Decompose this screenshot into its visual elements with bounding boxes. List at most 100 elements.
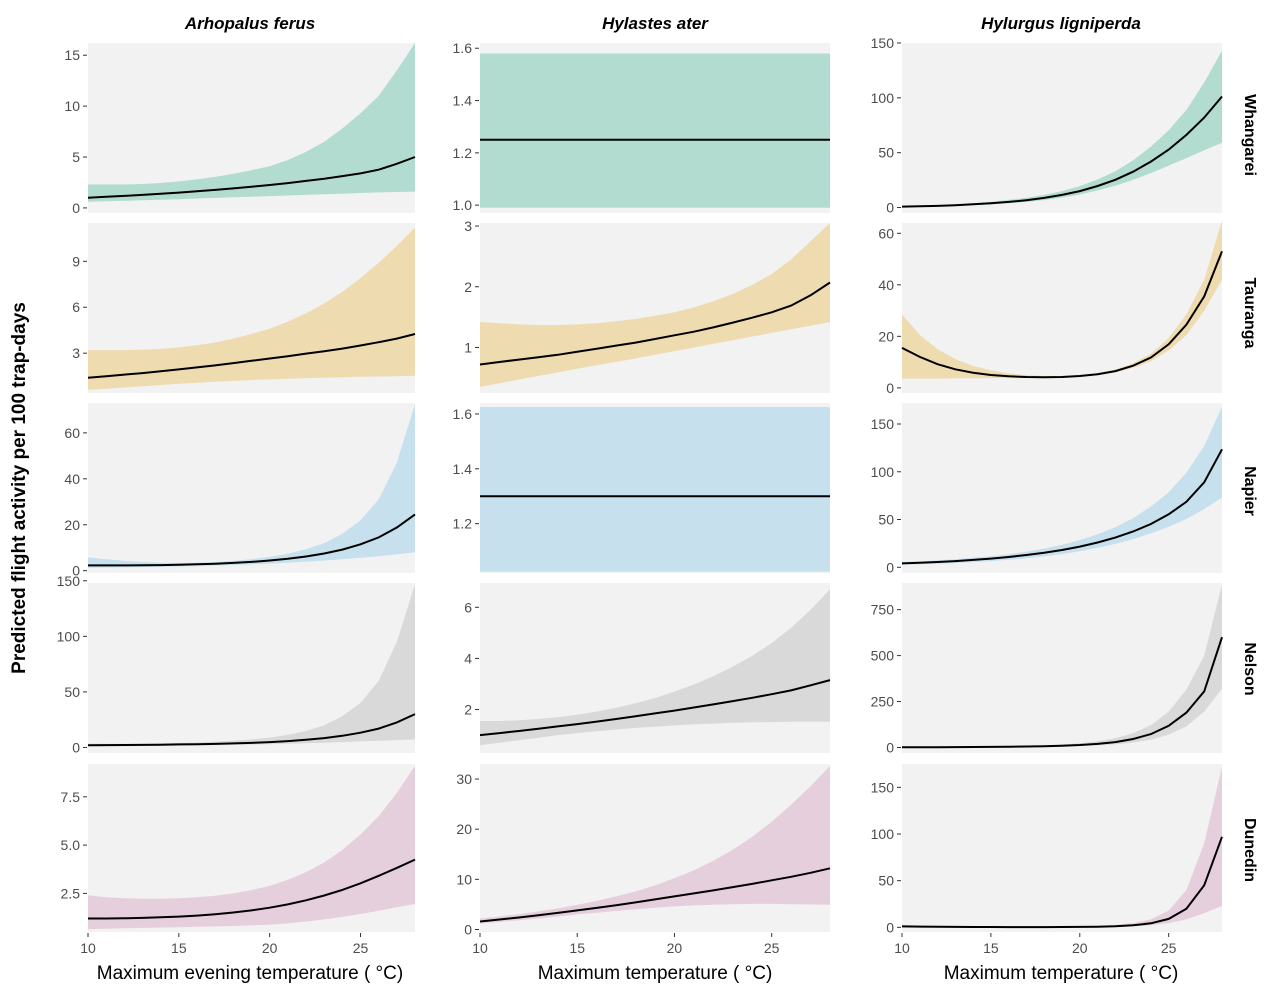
panel-5-2-x-tick-label-3: 25 <box>764 940 780 956</box>
panel-4-1: 0 50 100 150 <box>57 573 416 755</box>
column-title-2: Hylastes ater <box>602 14 709 33</box>
panel-2-1: 3 6 9 <box>72 223 416 393</box>
panel-2-2-y-tick-label-1: 2 <box>464 279 472 295</box>
panel-1-3-y-tick-label-3: 150 <box>871 35 895 51</box>
panel-2-2-ci-ribbon <box>480 223 830 387</box>
x-axis-title-2: Maximum temperature ( °C) <box>538 963 773 984</box>
panel-2-3-y-tick-label-2: 40 <box>878 277 894 293</box>
panel-3-1-fit-line <box>88 513 416 567</box>
row-label-3: Napier <box>1241 466 1258 516</box>
panel-5-2-x-tick-label-2: 20 <box>667 940 683 956</box>
x-axis-title-3: Maximum temperature ( °C) <box>944 963 1179 984</box>
panel-5-1-ci-ribbon <box>88 765 415 930</box>
panel-5-3-y-tick-label-1: 50 <box>878 873 894 889</box>
column-title-3: Hylurgus ligniperda <box>981 14 1141 33</box>
panel-3-3-y-tick-label-0: 0 <box>886 559 894 575</box>
panel-5-2-x-tick-label-1: 15 <box>569 940 585 956</box>
column-title-1: Arhopalus ferus <box>184 14 315 33</box>
panel-3-1-y-tick-label-1: 20 <box>64 517 80 533</box>
panel-2-3-fit-line <box>901 250 1223 379</box>
column-titles: Arhopalus ferus Hylastes ater Hylurgus l… <box>184 14 1141 33</box>
panel-4-1-y-tick-label-1: 50 <box>64 684 80 700</box>
panel-1-1-ci-ribbon <box>88 43 415 202</box>
panel-2-2-y-tick-label-0: 1 <box>464 339 472 355</box>
panel-1-1-y-tick-label-0: 0 <box>72 200 80 216</box>
panel-1-3-y-tick-label-0: 0 <box>886 200 894 216</box>
panel-3-3-y-tick-label-3: 150 <box>871 416 895 432</box>
panel-1-2-y-tick-label-1: 1.2 <box>453 145 473 161</box>
panel-5-1: 2.5 5.0 7.5 10 15 20 25 <box>61 764 416 956</box>
panel-1-3-y-tick-label-1: 50 <box>878 145 894 161</box>
panel-1-3-background <box>902 43 1222 213</box>
panel-3-3-ci-ribbon <box>902 406 1222 565</box>
row-label-4: Nelson <box>1241 642 1258 695</box>
panel-3-1-y-tick-label-2: 40 <box>64 471 80 487</box>
panel-3-2-y-tick-label-2: 1.6 <box>453 406 473 422</box>
panel-3-1-ci-ribbon <box>88 404 415 568</box>
panel-4-2: 2 4 6 <box>464 583 831 753</box>
panel-3-2-y-tick-label-0: 1.2 <box>453 516 473 532</box>
panel-5-2-ci-ribbon <box>480 766 830 924</box>
panel-1-3-y-tick-label-2: 100 <box>871 90 895 106</box>
panel-1-3-fit-line <box>901 95 1223 208</box>
panel-3-3: 0 50 100 150 <box>871 403 1223 575</box>
panel-5-3-y-tick-label-3: 150 <box>871 779 895 795</box>
panel-5-3-fit-line <box>901 836 1223 929</box>
panel-5-2-y-tick-label-3: 30 <box>456 771 472 787</box>
panel-4-3-y-tick-label-1: 250 <box>871 694 895 710</box>
row-label-5: Dunedin <box>1241 818 1258 882</box>
panel-2-3-y-tick-label-1: 20 <box>878 328 894 344</box>
panel-2-2-fit-line <box>479 281 831 366</box>
y-axis-title: Predicted flight activity per 100 trap-d… <box>9 302 30 674</box>
panel-3-2: 1.2 1.4 1.6 <box>453 403 830 573</box>
panel-3-3-fit-line <box>901 448 1223 565</box>
panel-5-3-y-tick-label-2: 100 <box>871 826 895 842</box>
panel-5-1-x-tick-label-1: 15 <box>171 940 187 956</box>
panel-4-3-y-tick-label-3: 750 <box>871 602 895 618</box>
panel-4-1-fit-line <box>87 713 416 747</box>
panel-5-1-x-tick-label-0: 10 <box>80 940 96 956</box>
row-label-2: Tauranga <box>1241 278 1258 349</box>
panel-1-1: 0 5 10 15 <box>64 43 416 216</box>
panels: 0510151.01.21.41.60501001503691230204060… <box>57 35 1223 956</box>
panel-4-2-y-tick-label-2: 6 <box>464 599 472 615</box>
panel-5-3-x-tick-label-3: 25 <box>1161 940 1177 956</box>
panel-4-3-fit-line <box>902 636 1223 749</box>
panel-2-3-y-tick-label-3: 60 <box>878 225 894 241</box>
panel-4-2-y-tick-label-0: 2 <box>464 702 472 718</box>
panel-5-2-x-tick-label-0: 10 <box>472 940 488 956</box>
panel-5-3-x-tick-label-0: 10 <box>894 940 910 956</box>
panel-3-3-y-tick-label-1: 50 <box>878 512 894 528</box>
panel-4-3-y-tick-label-2: 500 <box>871 648 895 664</box>
panel-2-2-y-tick-label-2: 3 <box>464 218 472 234</box>
panel-5-3-x-tick-label-1: 15 <box>983 940 999 956</box>
panel-5-3-x-tick-label-2: 20 <box>1072 940 1088 956</box>
panel-5-3-y-tick-label-0: 0 <box>886 919 894 935</box>
panel-2-1-y-tick-label-1: 6 <box>72 299 80 315</box>
panel-5-2-y-tick-label-0: 0 <box>464 921 472 937</box>
panel-3-2-y-tick-label-1: 1.4 <box>453 461 473 477</box>
panel-1-1-fit-line <box>87 156 416 199</box>
panel-5-2-y-tick-label-1: 10 <box>456 871 472 887</box>
panel-5-1-y-tick-label-1: 5.0 <box>61 837 81 853</box>
panel-5-3-background <box>902 764 1222 932</box>
panel-5-3: 0 50 100 150 10 15 20 25 <box>871 764 1223 956</box>
x-axis-titles: Maximum evening temperature ( °C) Maximu… <box>97 963 1179 984</box>
panel-4-1-y-tick-label-2: 100 <box>57 628 81 644</box>
panel-1-2-ci-ribbon <box>480 53 830 208</box>
panel-1-1-y-tick-label-3: 15 <box>64 47 80 63</box>
panel-3-3-background <box>902 403 1222 573</box>
panel-1-3-ci-ribbon <box>902 50 1222 208</box>
panel-4-2-fit-line <box>479 679 831 737</box>
panel-3-1-y-tick-label-0: 0 <box>72 563 80 579</box>
panel-1-2-y-tick-label-3: 1.6 <box>453 40 473 56</box>
panel-5-1-x-tick-label-3: 25 <box>353 940 369 956</box>
panel-5-1-fit-line <box>88 858 416 920</box>
panel-1-2: 1.0 1.2 1.4 1.6 <box>453 40 830 213</box>
panel-2-1-y-tick-label-2: 9 <box>72 253 80 269</box>
panel-5-2-y-tick-label-2: 20 <box>456 821 472 837</box>
panel-2-3-y-tick-label-0: 0 <box>886 380 894 396</box>
panel-3-1: 0 20 40 60 <box>64 403 416 579</box>
